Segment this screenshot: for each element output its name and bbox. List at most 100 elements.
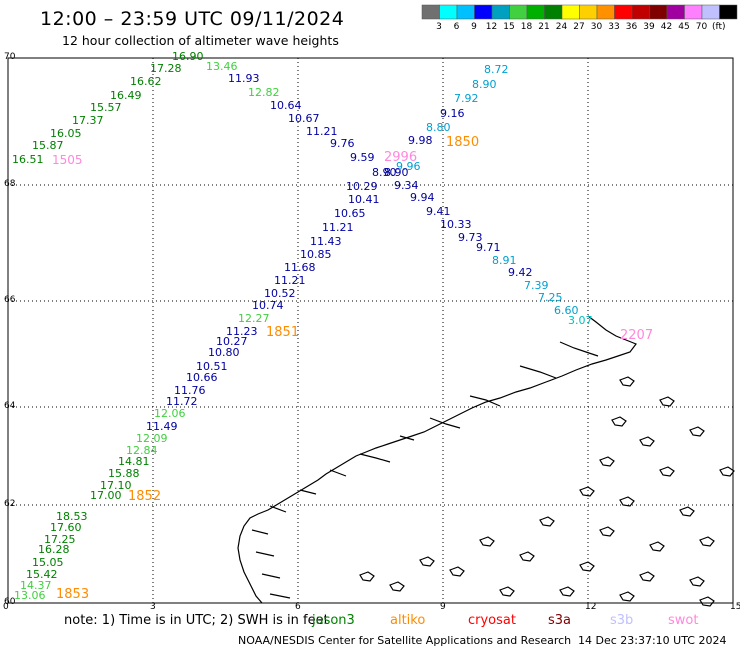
- scale-swatch: [491, 4, 510, 20]
- wave-height-label: 11.68: [284, 261, 316, 274]
- wave-height-label: 8.72: [484, 63, 509, 76]
- scale-swatch: [649, 4, 668, 20]
- scale-swatch: [509, 4, 528, 20]
- scale-swatch: [561, 4, 580, 20]
- wave-height-label: 16.28: [38, 543, 70, 556]
- lake-outline: [579, 486, 595, 497]
- legend-s3a: s3a: [548, 613, 572, 628]
- wave-height-label: 1852: [128, 489, 161, 504]
- wave-height-label: 10.74: [252, 299, 284, 312]
- wave-height-label: 18.53: [56, 510, 88, 523]
- page-title: 12:00 – 23:59 UTC 09/11/2024: [40, 8, 345, 30]
- x-axis-label: 15: [730, 602, 740, 612]
- lake-outline: [659, 396, 675, 407]
- wave-height-label: 1850: [446, 135, 479, 150]
- lake-outline: [719, 466, 735, 477]
- scale-swatch: [666, 4, 685, 20]
- wave-height-label: 11.76: [174, 384, 206, 397]
- legend-jason3: jason3: [312, 613, 355, 628]
- wave-height-label: 8.90: [384, 166, 409, 179]
- scale-tick-label: 12: [485, 22, 498, 32]
- wave-height-label: 17.10: [100, 479, 132, 492]
- scale-tick-label: 9: [471, 22, 477, 32]
- footer-credit: NOAA/NESDIS Center for Satellite Applica…: [238, 634, 572, 647]
- coastline-segment: [559, 341, 599, 357]
- wave-height-label: 15.42: [26, 568, 58, 581]
- lake-outline: [359, 571, 375, 582]
- lake-outline: [699, 536, 715, 547]
- scale-tick-label: 70: [695, 22, 708, 32]
- wave-height-label: 15.87: [32, 139, 64, 152]
- scale-swatch: [596, 4, 615, 20]
- scale-tick-label: 3: [436, 22, 442, 32]
- coastline-segment: [237, 315, 637, 604]
- coastline-segment: [519, 365, 557, 379]
- scale-tick-label: 30: [590, 22, 603, 32]
- note-text: note: 1) Time is in UTC; 2) SWH is in fe…: [64, 613, 329, 628]
- scale-tick-label: 6: [453, 22, 460, 32]
- wave-height-label: 10.64: [270, 99, 302, 112]
- wave-height-label: 12.06: [154, 407, 186, 420]
- wave-height-label: 10.85: [300, 248, 332, 261]
- lake-outline: [619, 496, 635, 507]
- y-axis-label: 70: [4, 52, 16, 62]
- scale-swatch: [701, 4, 720, 20]
- wave-height-label: 16.05: [50, 127, 82, 140]
- y-axis-label: 68: [4, 179, 16, 189]
- lake-outline: [599, 526, 615, 537]
- scale-tick-label: 15: [503, 22, 515, 32]
- lake-outline: [619, 591, 635, 602]
- scale-swatch: [526, 4, 545, 20]
- lake-outline: [679, 506, 695, 517]
- coastline-segment: [429, 417, 461, 429]
- x-axis-label: 0: [3, 602, 9, 612]
- footer-timestamp: 14 Dec 23:37:10 UTC 2024: [578, 634, 727, 647]
- wave-height-label: 8.90: [372, 166, 397, 179]
- y-axis-label: 62: [4, 499, 16, 509]
- grid-lines: [8, 58, 733, 603]
- scale-tick-label: 21: [538, 22, 550, 32]
- wave-height-label: 11.43: [310, 235, 342, 248]
- y-axis-label: 60: [4, 597, 16, 607]
- scale-swatch: [614, 4, 633, 20]
- wave-height-label: 10.41: [348, 193, 380, 206]
- wave-height-label: 16.51: [12, 153, 44, 166]
- lake-outline: [559, 586, 575, 597]
- wave-height-label: 10.29: [346, 180, 378, 193]
- lake-outline: [479, 536, 495, 547]
- wave-height-label: 3.07: [568, 314, 593, 327]
- scale-swatch: [456, 4, 475, 20]
- lake-outline: [659, 466, 675, 477]
- wave-height-label: 15.57: [90, 101, 122, 114]
- lake-outline: [519, 551, 535, 562]
- wave-height-label: 7.92: [454, 92, 479, 105]
- wave-height-label: 16.49: [110, 89, 142, 102]
- lake-outline: [649, 541, 665, 552]
- wave-height-label: 10.66: [186, 371, 218, 384]
- wave-height-label: 6.60: [554, 304, 579, 317]
- lake-outline: [599, 456, 615, 467]
- lake-outline: [539, 516, 555, 527]
- scale-swatch: [439, 4, 458, 20]
- wave-height-label: 8.80: [426, 121, 451, 134]
- coastline-segment: [469, 395, 501, 407]
- wave-height-label: 12.84: [126, 444, 158, 457]
- wave-height-label: 11.72: [166, 395, 198, 408]
- wave-height-label: 9.41: [426, 205, 451, 218]
- y-axis-label: 66: [4, 295, 16, 305]
- coastline-segment: [299, 489, 317, 495]
- x-axis-label: 6: [295, 602, 301, 612]
- coastline: [237, 315, 735, 607]
- wave-height-label: 7.39: [524, 279, 549, 292]
- wave-height-label: 12.27: [238, 312, 270, 325]
- page-subtitle: 12 hour collection of altimeter wave hei…: [62, 33, 339, 48]
- wave-height-label: 12.82: [248, 86, 280, 99]
- wave-height-label: 11.21: [274, 274, 306, 287]
- scale-tick-label: 42: [660, 22, 673, 32]
- wave-height-label: 10.67: [288, 112, 320, 125]
- legend-altiko: altiko: [390, 613, 426, 628]
- scale-swatch: [684, 4, 703, 20]
- wave-height-label: 9.34: [394, 179, 419, 192]
- wave-height-label: 12.09: [136, 432, 168, 445]
- wave-height-label: 1505: [52, 153, 83, 167]
